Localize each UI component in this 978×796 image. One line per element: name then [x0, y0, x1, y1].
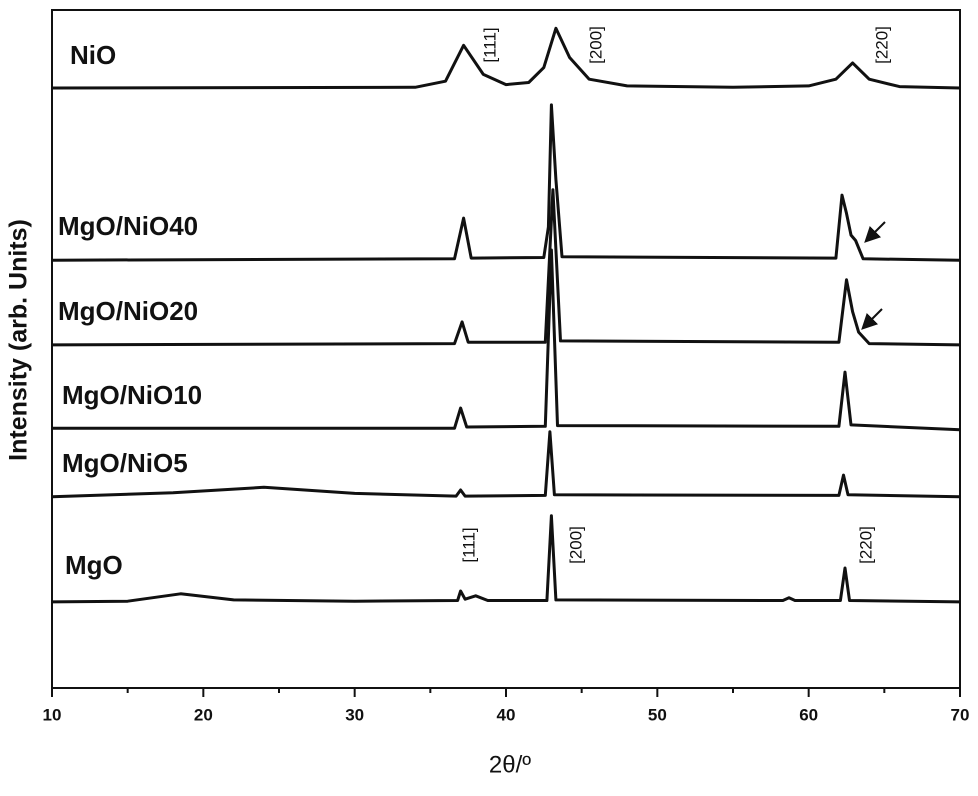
peak-annotation: [111]	[459, 527, 478, 562]
arrow	[864, 221, 886, 243]
x-tick-label: 70	[951, 705, 970, 724]
series-label: NiO	[70, 40, 116, 70]
plot-frame	[51, 9, 961, 689]
series-label: MgO/NiO10	[62, 380, 202, 410]
x-axis-label: 2θ/º	[489, 751, 531, 778]
arrow	[861, 308, 883, 330]
y-axis-label: Intensity (arb. Units)	[5, 219, 33, 461]
series-line	[51, 103, 961, 262]
series-label: MgO/NiO5	[62, 448, 188, 478]
peak-annotation: [111]	[480, 27, 499, 62]
series-line	[51, 514, 961, 604]
peak-annotation: [220]	[872, 26, 891, 64]
series-label: MgO/NiO40	[58, 211, 198, 241]
x-tick-label: 30	[345, 705, 364, 724]
peak-annotation: [200]	[566, 526, 585, 564]
series-line	[51, 188, 961, 347]
peak-annotation: [200]	[586, 26, 605, 64]
x-tick-label: 60	[799, 705, 818, 724]
x-tick-label: 20	[194, 705, 213, 724]
peak-annotation: [220]	[856, 526, 875, 564]
series-label: MgO/NiO20	[58, 296, 198, 326]
x-tick-label: 50	[648, 705, 667, 724]
x-tick-label: 10	[43, 705, 62, 724]
series-line	[51, 26, 961, 90]
series-line	[52, 248, 961, 432]
x-tick-label: 40	[497, 705, 516, 724]
series-line	[51, 430, 961, 499]
series-label: MgO	[65, 550, 123, 580]
